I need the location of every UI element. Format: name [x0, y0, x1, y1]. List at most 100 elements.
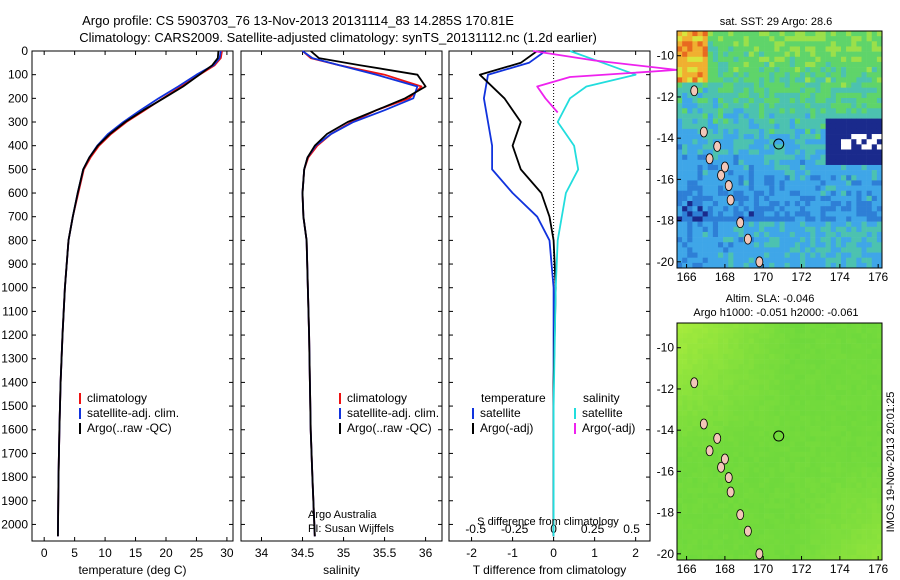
sst-map-cell — [851, 226, 857, 233]
sla-map-cell — [748, 343, 755, 350]
sst-map-cell — [677, 247, 683, 253]
sst-map-cell — [851, 36, 857, 42]
sla-map-cell — [687, 405, 693, 411]
sla-map-cell — [851, 498, 857, 504]
sla-map-cell — [871, 436, 878, 442]
sst-map-cell — [866, 87, 873, 94]
sla-map-cell — [830, 333, 837, 339]
diff-top-xtick-label: -0.5 — [465, 522, 486, 536]
sla-map-xtick-label: 168 — [715, 562, 735, 576]
sla-island — [705, 445, 714, 457]
sla-map-cell — [707, 343, 714, 350]
sst-map-cell — [769, 195, 775, 202]
sst-map-cell — [764, 128, 770, 135]
sst-map-cell — [718, 134, 724, 140]
sla-map-cell — [871, 467, 878, 473]
sla-map-cell — [692, 462, 698, 468]
sla-map-cell — [702, 451, 709, 458]
sla-map-cell — [820, 534, 826, 540]
sla-map-cell — [815, 549, 821, 556]
sla-map-cell — [861, 343, 867, 350]
sla-map-cell — [861, 389, 867, 396]
sst-map-cell — [861, 252, 867, 258]
sst-map-cell — [718, 159, 724, 166]
sst-map-cell — [769, 139, 775, 145]
sst-map-cell — [871, 185, 878, 192]
sla-map-cell — [789, 323, 796, 329]
sla-map-cell — [841, 482, 847, 489]
sst-map-cell — [871, 128, 878, 135]
sla-island — [717, 461, 725, 473]
sla-map-cell — [743, 338, 750, 344]
sla-map-cell — [800, 426, 806, 432]
sst-map-cell — [851, 154, 857, 161]
sst-map-cell — [784, 72, 791, 78]
sla-map-cell — [723, 462, 729, 468]
sla-map-cell — [861, 523, 867, 530]
sst-map-cell — [794, 36, 801, 42]
sst-map-cell — [712, 67, 719, 73]
sla-map-cell — [861, 369, 867, 375]
sst-map-cell — [856, 242, 862, 248]
sla-map-cell — [728, 384, 734, 391]
sst-map-cell — [677, 257, 683, 264]
sla-map-cell — [712, 353, 719, 360]
sla-map-cell — [815, 410, 821, 417]
sst-map-cell — [851, 139, 857, 145]
sla-map-cell — [702, 436, 709, 442]
sst-map-cell — [871, 175, 878, 181]
sst-map-cell — [774, 231, 780, 238]
sla-map-cell — [682, 477, 688, 484]
sst-map-cell — [677, 118, 683, 125]
sla-map-cell — [856, 523, 862, 530]
sst-map-cell — [835, 108, 842, 114]
sst-map-cell — [733, 170, 739, 176]
sst-map-cell — [805, 87, 811, 94]
sla-map-cell — [789, 462, 796, 468]
sla-map-cell — [779, 389, 785, 396]
sla-map-cell — [687, 513, 693, 520]
sla-map-cell — [784, 498, 791, 504]
sst-map-cell — [769, 185, 775, 192]
sla-map-cell — [682, 446, 688, 453]
sst-map-cell — [707, 237, 714, 243]
sla-map-cell — [779, 539, 785, 545]
sst-map-cell — [723, 61, 729, 68]
sst-map-cell — [692, 97, 698, 104]
sst-map-cell — [779, 221, 785, 228]
sst-map-cell — [692, 216, 698, 222]
sla-map-cell — [692, 431, 698, 437]
sst-map-cell — [861, 77, 867, 83]
sst-map-cell — [851, 195, 857, 202]
sst-map-cell — [707, 144, 714, 150]
sst-map-cell — [851, 211, 857, 217]
sst-map-cell — [769, 252, 775, 258]
sla-map-cell — [759, 441, 765, 447]
salinity-xtick-label: 35 — [337, 546, 351, 560]
sst-map-cell — [789, 56, 796, 63]
sla-map-cell — [841, 518, 847, 525]
sla-map-cell — [702, 498, 709, 504]
sst-map-cell — [748, 206, 755, 212]
sla-map-cell — [805, 374, 811, 380]
sla-map-cell — [687, 328, 693, 334]
sst-map-cell — [779, 252, 785, 258]
sla-map-cell — [697, 472, 703, 478]
sla-map-cell — [774, 508, 780, 514]
sla-map-cell — [723, 544, 729, 550]
sla-map-cell — [774, 426, 780, 432]
sla-map-cell — [800, 451, 806, 458]
sla-map-cell — [682, 384, 688, 391]
sst-map-cell — [784, 242, 791, 248]
sst-map-cell — [789, 159, 796, 166]
sla-map-cell — [856, 549, 862, 556]
sst-map-cell — [738, 46, 744, 52]
sla-map-cell — [677, 323, 683, 329]
sst-map-cell — [856, 97, 862, 104]
sst-map-cell — [702, 139, 709, 145]
sst-map-cell — [764, 41, 770, 47]
sst-map-cell — [851, 72, 857, 78]
sla-map-cell — [707, 405, 714, 411]
sla-map-cell — [748, 477, 755, 484]
sst-map-cell — [779, 77, 785, 83]
